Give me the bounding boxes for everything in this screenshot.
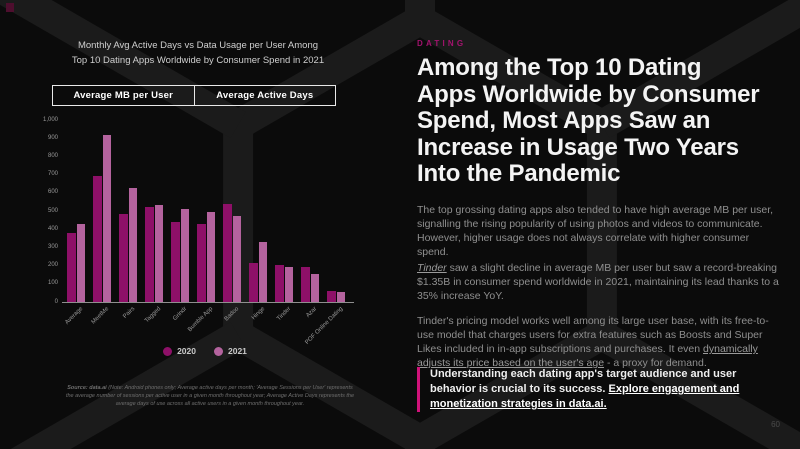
bar-2021 bbox=[102, 134, 111, 302]
bar-group bbox=[301, 267, 319, 302]
paragraph-pricing-model: Tinder's pricing model works well among … bbox=[417, 314, 781, 370]
bar-2020 bbox=[67, 232, 76, 302]
y-tick-label: 0 bbox=[54, 298, 58, 305]
page-title: Among the Top 10 Dating Apps Worldwide by… bbox=[417, 54, 760, 187]
bar-2021 bbox=[336, 292, 345, 302]
bar-group bbox=[327, 291, 345, 302]
chart-panel: Monthly Avg Active Days vs Data Usage pe… bbox=[40, 40, 370, 408]
takeaway-text: Understanding each dating app's target a… bbox=[430, 368, 737, 395]
legend-dot-icon bbox=[214, 346, 223, 356]
bar-2020 bbox=[197, 223, 206, 302]
toggle-average-mb-button[interactable]: Average MB per User bbox=[73, 90, 174, 101]
y-tick-label: 900 bbox=[47, 134, 58, 141]
footnote-source: Source: data.ai bbox=[67, 385, 107, 391]
bar-2021 bbox=[180, 209, 189, 302]
corner-logo-mark bbox=[6, 3, 14, 12]
legend-dot-icon bbox=[163, 346, 173, 356]
bar-2021 bbox=[128, 188, 137, 302]
legend-label: 2020 bbox=[177, 346, 196, 356]
bar-group bbox=[171, 209, 189, 302]
footnote-note: (Note: Android phones only; Average acti… bbox=[65, 385, 355, 407]
bar-2020 bbox=[327, 291, 336, 302]
bar-2021 bbox=[284, 266, 293, 302]
bar-group bbox=[223, 203, 241, 302]
y-tick-label: 700 bbox=[47, 171, 58, 178]
y-tick-label: 500 bbox=[47, 207, 58, 214]
paragraph-pricing-post: - a proxy for demand. bbox=[604, 357, 707, 369]
bar-2020 bbox=[145, 207, 154, 302]
bar-2021 bbox=[258, 241, 267, 302]
bar-2021 bbox=[76, 223, 85, 302]
data-ai-strategies-link[interactable]: Explore engagement and monetization stra… bbox=[430, 383, 740, 410]
bar-group bbox=[275, 264, 293, 302]
bar-2021 bbox=[232, 216, 241, 302]
legend-item: 2020 bbox=[163, 346, 196, 356]
chart-title: Monthly Avg Active Days vs Data Usage pe… bbox=[71, 40, 325, 66]
metric-toggle: Average MB per User Average Active Days bbox=[52, 85, 336, 106]
bar-group bbox=[119, 188, 137, 302]
bar-2021 bbox=[310, 273, 319, 302]
y-tick-label: 1,000 bbox=[42, 116, 58, 123]
section-eyebrow: DATING bbox=[417, 39, 467, 48]
takeaway-callout: Understanding each dating app's target a… bbox=[417, 367, 769, 412]
bar-2021 bbox=[206, 211, 215, 302]
bar-group bbox=[249, 241, 267, 302]
page-number: 60 bbox=[771, 420, 780, 429]
tinder-link[interactable]: Tinder bbox=[417, 262, 447, 274]
bar-2020 bbox=[275, 264, 284, 302]
dynamic-pricing-link[interactable]: dynamically adjusts its price based on t… bbox=[417, 343, 758, 369]
y-tick-label: 800 bbox=[47, 152, 58, 159]
paragraph-usage-trend: The top grossing dating apps also tended… bbox=[417, 204, 774, 258]
paragraph-tinder-spend-text: saw a slight decline in average MB per u… bbox=[417, 262, 779, 302]
paragraph-pricing-pre: Tinder's pricing model works well among … bbox=[417, 315, 769, 355]
bar-2021 bbox=[154, 204, 163, 302]
legend-item: 2021 bbox=[214, 346, 247, 356]
chart-footnote: Source: data.ai (Note: Android phones on… bbox=[64, 384, 356, 408]
bar-2020 bbox=[249, 262, 258, 302]
bar-2020 bbox=[301, 267, 310, 302]
y-tick-label: 100 bbox=[47, 280, 58, 287]
bar-2020 bbox=[119, 213, 128, 302]
bar-group bbox=[197, 211, 215, 302]
bar-2020 bbox=[93, 176, 102, 302]
bar-group bbox=[145, 204, 163, 302]
bar-group bbox=[67, 223, 85, 302]
y-tick-label: 400 bbox=[47, 225, 58, 232]
y-tick-label: 200 bbox=[47, 262, 58, 269]
x-axis-line bbox=[62, 302, 354, 303]
paragraph-tinder-spend: Tinder saw a slight decline in average M… bbox=[417, 261, 781, 303]
bar-2020 bbox=[223, 203, 232, 302]
bar-2020 bbox=[171, 221, 180, 302]
toggle-average-active-days-button[interactable]: Average Active Days bbox=[193, 86, 336, 105]
y-tick-label: 600 bbox=[47, 189, 58, 196]
y-tick-label: 300 bbox=[47, 243, 58, 250]
chart-legend: 2020 2021 bbox=[40, 346, 370, 356]
legend-label: 2021 bbox=[228, 346, 247, 356]
bar-group bbox=[93, 134, 111, 302]
